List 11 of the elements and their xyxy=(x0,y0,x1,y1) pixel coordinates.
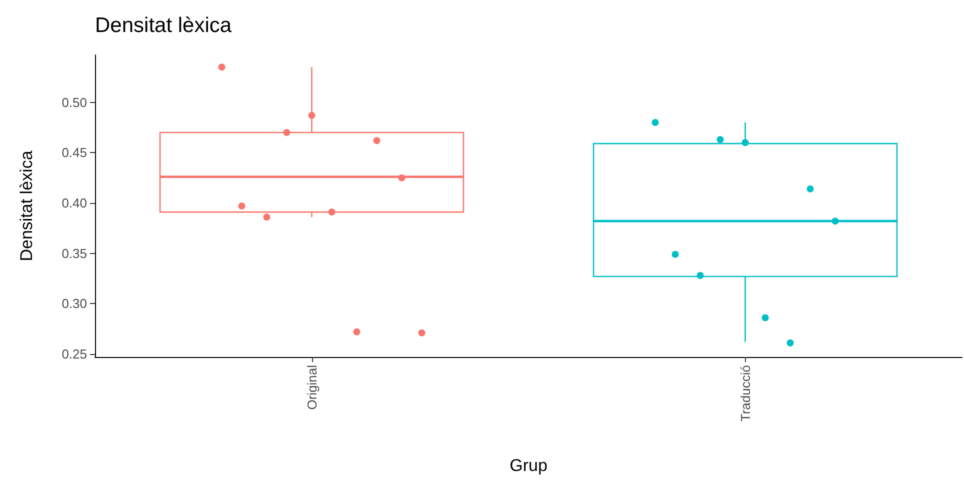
y-axis-title: Densitat lèxica xyxy=(17,150,36,262)
chart-title: Densitat lèxica xyxy=(95,14,232,37)
y-tick-label: 0.50 xyxy=(62,94,87,110)
x-axis-title: Grup xyxy=(510,456,548,475)
y-tick-label: 0.25 xyxy=(62,346,87,362)
x-tick-label: Original xyxy=(304,364,320,410)
y-tick-label: 0.45 xyxy=(62,145,87,160)
y-tick-label: 0.40 xyxy=(62,195,87,210)
x-tick-label: Traducció xyxy=(738,365,753,422)
y-tick-label: 0.30 xyxy=(62,296,87,312)
y-tick-label: 0.35 xyxy=(62,246,87,261)
